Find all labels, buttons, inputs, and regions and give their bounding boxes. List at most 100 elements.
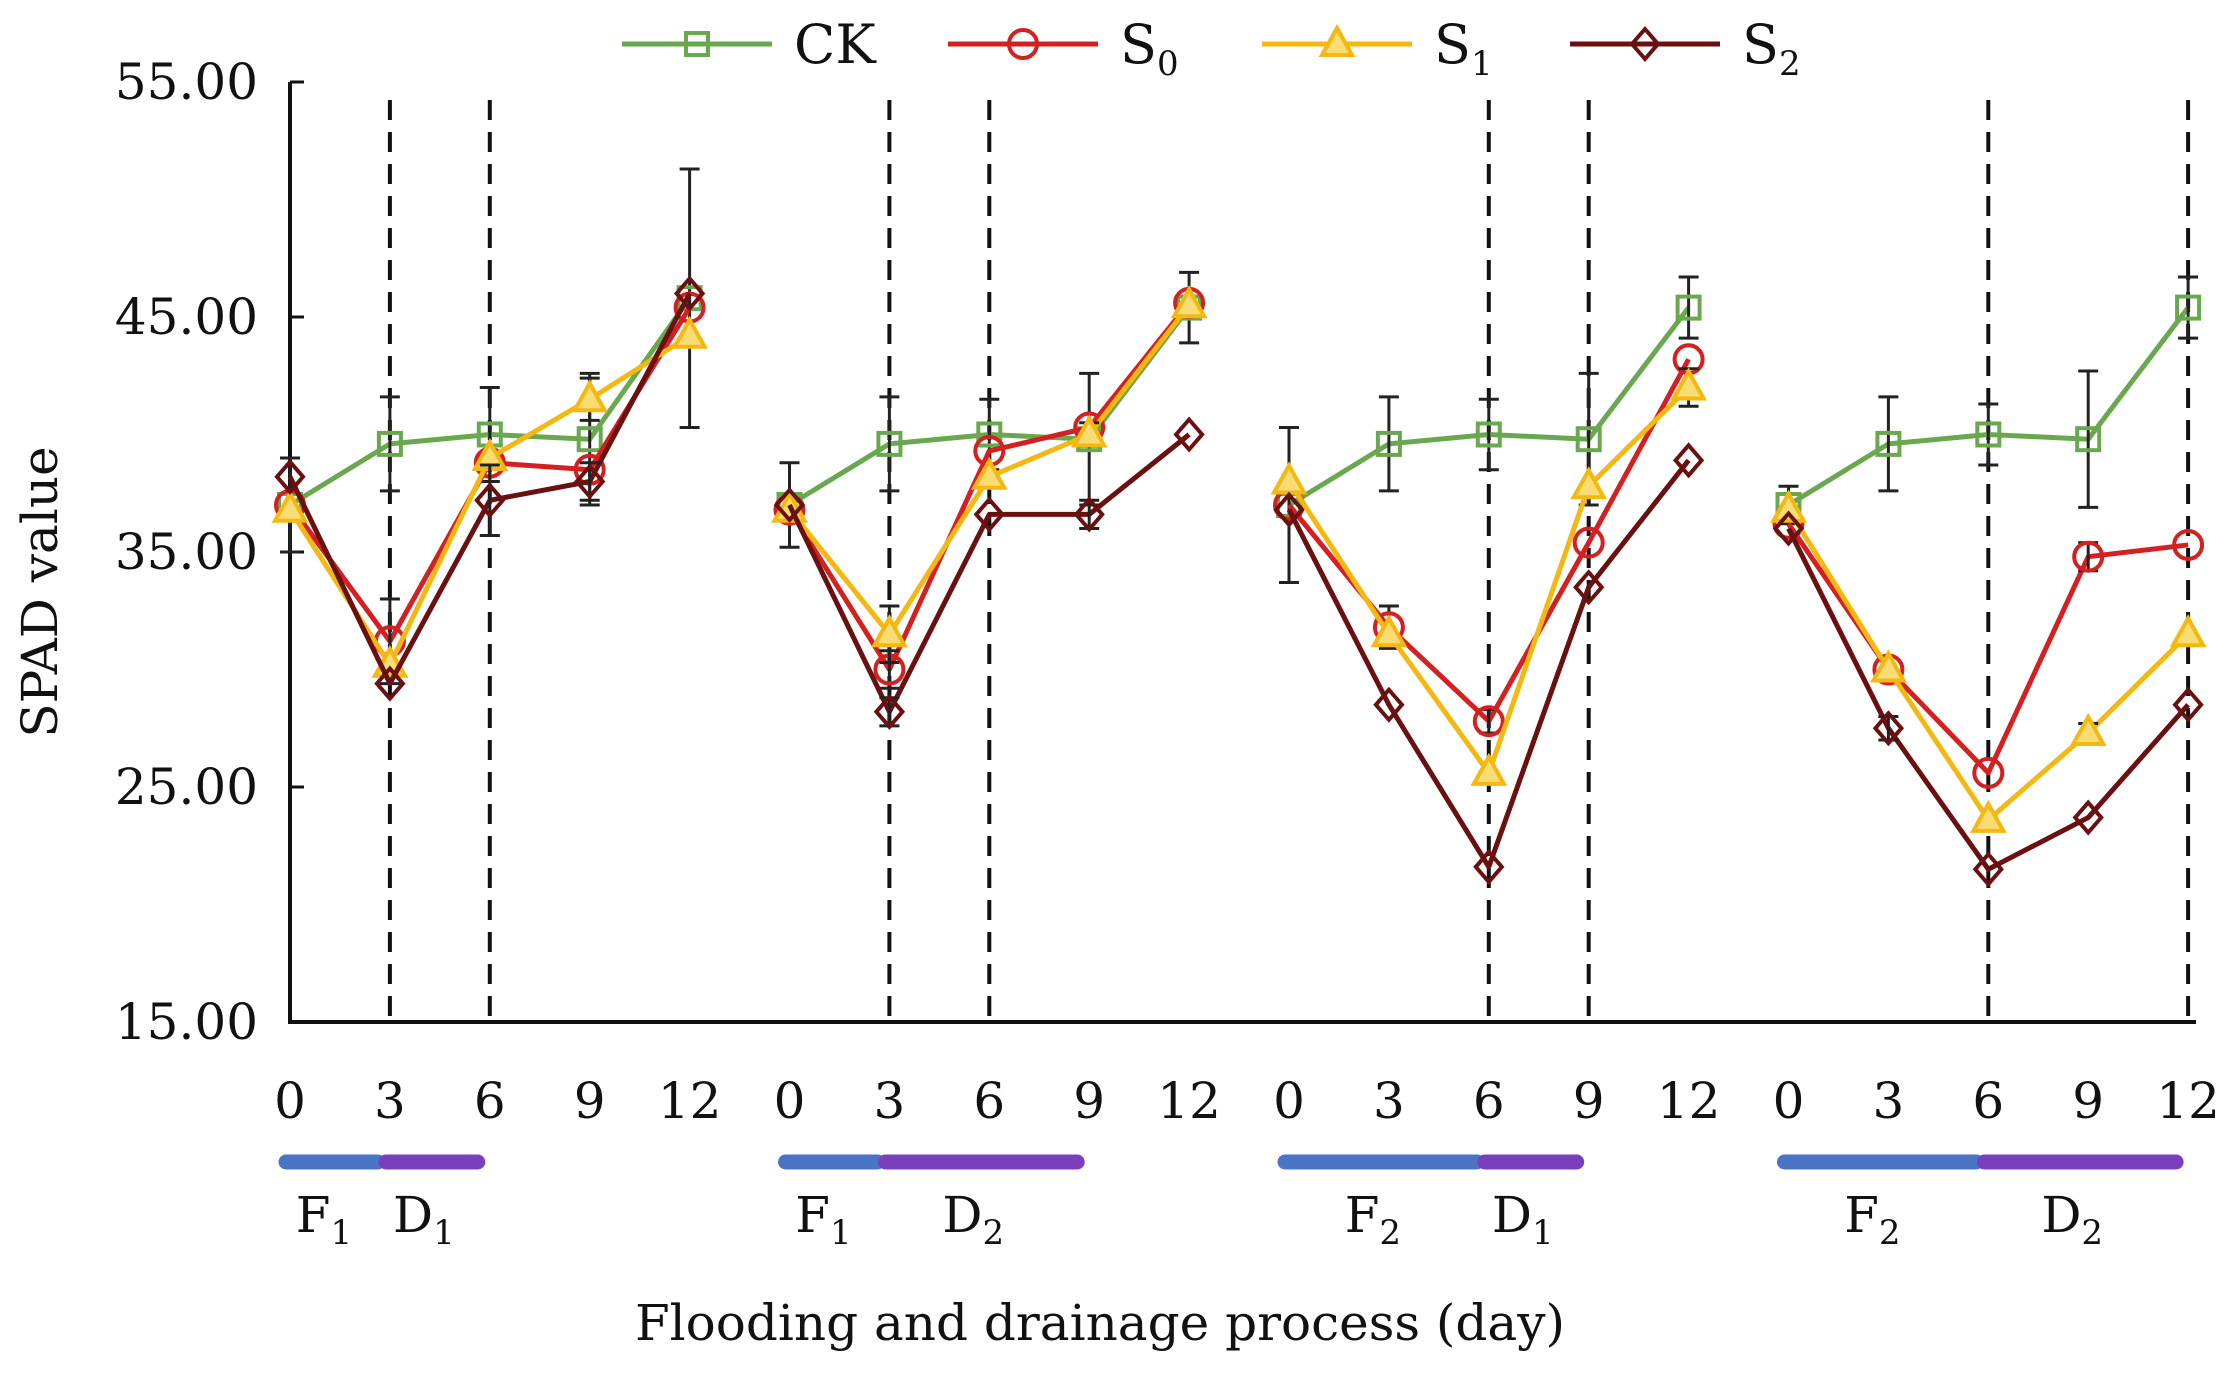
- x-tick-label: 6: [973, 1072, 1005, 1130]
- triangle-marker: [1170, 285, 1208, 319]
- diamond-marker: [1073, 496, 1105, 533]
- legend-label-s2: S2: [1742, 13, 1801, 84]
- square-marker: [1975, 421, 2002, 448]
- triangle-marker: [1570, 466, 1608, 500]
- y-tick-label: 35.00: [115, 523, 258, 581]
- diamond-marker: [673, 275, 706, 312]
- triangle-marker: [1070, 414, 1108, 448]
- triangle-marker: [1969, 799, 2007, 833]
- square-marker: [576, 426, 603, 453]
- phase-label: D1: [1492, 1186, 1554, 1253]
- phase-label: D2: [942, 1186, 1004, 1253]
- x-tick-label: 12: [2156, 1072, 2220, 1130]
- diamond-marker: [1672, 442, 1705, 479]
- x-tick-label: 9: [1573, 1072, 1605, 1130]
- diamond-marker: [2072, 799, 2104, 836]
- series-line-s2: [1286, 458, 1691, 870]
- x-tick-label: 6: [474, 1072, 506, 1130]
- circle-marker: [1472, 705, 1505, 738]
- square-marker: [1875, 430, 1902, 457]
- diamond-marker: [2172, 686, 2204, 723]
- square-marker: [2175, 294, 2202, 321]
- x-tick-label: 3: [1872, 1072, 1904, 1130]
- x-tick-label: 6: [1972, 1072, 2004, 1130]
- diamond-marker: [1872, 710, 1905, 747]
- triangle-marker: [571, 379, 609, 413]
- x-tick-label: 0: [774, 1072, 806, 1130]
- series-s0: [274, 286, 2205, 789]
- series-s1: [271, 285, 2207, 833]
- y-tick-label: 15.00: [115, 993, 258, 1051]
- y-ticks: 15.00 25.00 35.00 45.00 55.00: [115, 53, 304, 1051]
- series-line-s2: [1786, 527, 2190, 872]
- x-tick-label: 9: [1073, 1072, 1105, 1130]
- triangle-marker: [1870, 649, 1907, 683]
- x-tick-label: 3: [1373, 1072, 1405, 1130]
- square-marker: [876, 430, 903, 457]
- phase-label: F1: [296, 1186, 352, 1253]
- triangle-marker: [671, 315, 708, 349]
- x-tick-label: 9: [574, 1072, 606, 1130]
- triangle-marker: [1470, 752, 1508, 786]
- circle-marker: [2072, 540, 2105, 573]
- triangle-marker: [2169, 614, 2207, 648]
- phase-label: D2: [2041, 1186, 2103, 1253]
- triangle-marker: [1670, 367, 1707, 401]
- phase-label: F2: [1345, 1186, 1401, 1253]
- diamond-marker: [1972, 851, 2004, 888]
- x-tick-label: 6: [1473, 1072, 1505, 1130]
- diamond-marker: [773, 486, 806, 524]
- phase-bars: F1 D1 F1 D2 F2 D1 F2 D2: [278, 1154, 2184, 1253]
- diamond-marker: [374, 665, 406, 702]
- x-tick-label: 12: [658, 1072, 722, 1130]
- diamond-marker: [1273, 491, 1305, 528]
- x-axis-title: Flooding and drainage process (day): [635, 1294, 1565, 1352]
- legend-label-s0: S0: [1120, 13, 1179, 84]
- diamond-marker: [1473, 848, 1505, 885]
- diamond-marker: [1373, 686, 1405, 723]
- circle-marker: [1972, 756, 2005, 789]
- diamond-marker: [973, 496, 1005, 533]
- phase-label: F1: [795, 1186, 851, 1253]
- square-marker: [1375, 430, 1402, 457]
- y-axis-title: SPAD value: [11, 446, 69, 737]
- x-tick-label: 0: [1273, 1072, 1305, 1130]
- diamond-marker: [1629, 25, 1661, 63]
- circle-marker: [2172, 528, 2205, 561]
- square-marker: [1475, 421, 1502, 448]
- triangle-marker: [1370, 614, 1408, 648]
- phase-label: F2: [1844, 1186, 1900, 1253]
- diamond-marker: [1573, 569, 1605, 606]
- x-tick-label: 3: [873, 1072, 905, 1130]
- y-tick-label: 45.00: [115, 288, 258, 346]
- phase-label: D1: [393, 1186, 455, 1253]
- legend: CK S0 S1 S2: [622, 13, 1801, 84]
- series-line-s2: [787, 432, 1191, 715]
- triangle-marker: [2069, 712, 2107, 746]
- x-tick-label: 0: [1773, 1072, 1805, 1130]
- x-tick-label: 0: [274, 1072, 306, 1130]
- legend-label-ck: CK: [794, 13, 877, 76]
- series-line-s0: [787, 301, 1192, 672]
- x-tick-label: 3: [374, 1072, 406, 1130]
- diamond-marker: [474, 482, 506, 519]
- square-marker: [376, 430, 403, 457]
- series-s2: [274, 275, 2204, 888]
- x-tick-label: 9: [2072, 1072, 2104, 1130]
- diamond-marker: [873, 693, 906, 730]
- diamond-marker: [274, 458, 306, 495]
- axes: [288, 82, 2196, 1024]
- series-group: [271, 167, 2207, 888]
- square-marker: [1575, 426, 1602, 453]
- diamond-marker: [1173, 416, 1205, 453]
- triangle-marker: [1318, 23, 1356, 57]
- triangle-marker: [1270, 461, 1308, 495]
- square-marker: [1675, 294, 1702, 321]
- y-tick-label: 55.00: [115, 53, 258, 111]
- diamond-marker: [1772, 510, 1805, 547]
- square-marker: [2075, 426, 2102, 453]
- circle-marker: [1572, 526, 1605, 559]
- triangle-marker: [970, 456, 1008, 490]
- x-ticks: 0 3 6 9 12 0 3 6 9 12 0 3 6 9 12 0 3 6 9 12: [274, 1072, 2220, 1130]
